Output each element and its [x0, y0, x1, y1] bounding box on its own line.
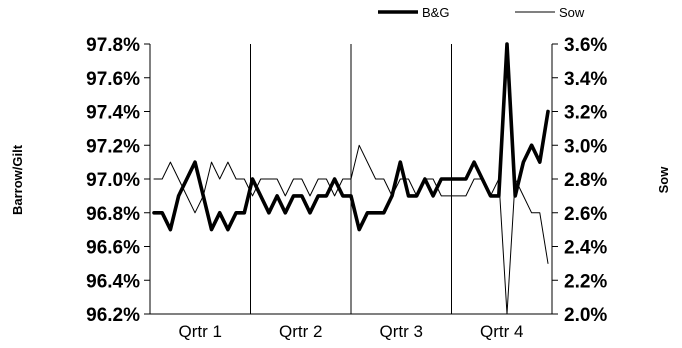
left-tick-label: 97.0%: [86, 170, 140, 191]
category-label: Qrtr 3: [380, 322, 423, 341]
category-label: Qrtr 4: [480, 322, 523, 341]
series-line-sow: [153, 144, 549, 315]
left-tick-label: 96.6%: [86, 238, 140, 259]
legend-label: B&G: [422, 5, 449, 20]
right-axis-title: Sow: [656, 166, 671, 194]
category-label: Qrtr 1: [179, 322, 222, 341]
right-tick-label: 3.6%: [564, 35, 607, 56]
left-tick-label: 96.8%: [86, 204, 140, 225]
right-tick-label: 2.0%: [564, 305, 607, 326]
left-axis-ticks: 96.2% 96.4% 96.6% 96.8% 97.0% 97.2% 97.4% 97.6%…: [86, 35, 150, 326]
chart-legend: B&G Sow: [378, 5, 585, 20]
left-tick-label: 97.8%: [86, 35, 140, 56]
right-tick-label: 3.0%: [564, 136, 607, 157]
category-labels: Qrtr 1 Qrtr 2 Qrtr 3 Qrtr 4: [179, 322, 524, 341]
right-axis-ticks: 2.0% 2.2% 2.4% 2.6% 2.8% 3.0% 3.2% 3.4% 3.6%: [552, 35, 607, 326]
legend-label: Sow: [559, 5, 585, 20]
left-tick-label: 97.6%: [86, 69, 140, 90]
right-tick-label: 2.8%: [564, 170, 607, 191]
right-tick-label: 2.6%: [564, 204, 607, 225]
left-tick-label: 96.4%: [86, 271, 140, 292]
right-tick-label: 2.4%: [564, 238, 607, 259]
right-tick-label: 3.2%: [564, 103, 607, 124]
left-tick-label: 97.4%: [86, 103, 140, 124]
left-axis-title: Barrow/Gilt: [10, 144, 25, 215]
right-tick-label: 2.2%: [564, 271, 607, 292]
series-lines: [152, 42, 550, 315]
right-tick-label: 3.4%: [564, 69, 607, 90]
left-tick-label: 97.2%: [86, 136, 140, 157]
category-label: Qrtr 2: [279, 322, 322, 341]
left-tick-label: 96.2%: [86, 305, 140, 326]
